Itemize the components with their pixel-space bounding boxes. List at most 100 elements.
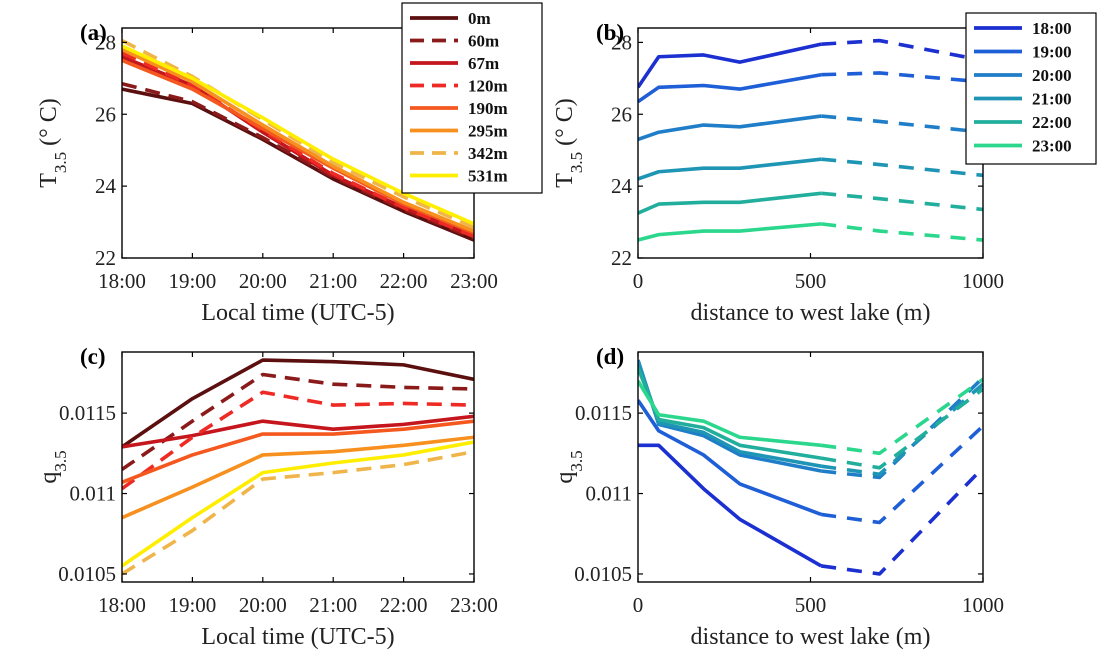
y-tick-label: 24 xyxy=(95,174,117,198)
legend-label: 21:00 xyxy=(1032,90,1072,109)
x-tick-label: 19:00 xyxy=(168,593,216,617)
y-tick-label: 22 xyxy=(95,246,116,270)
legend-label: 342m xyxy=(468,144,508,163)
x-tick-label: 0 xyxy=(633,269,644,293)
legend-label: 190m xyxy=(468,99,508,118)
panel-label: (b) xyxy=(596,20,624,45)
y-tick-label: 26 xyxy=(95,102,116,126)
y-axis-label: T3.5 (° C) xyxy=(36,98,70,188)
legend-label: 20:00 xyxy=(1032,66,1072,85)
panel-label: (c) xyxy=(80,344,106,369)
series-line-295m xyxy=(122,47,474,233)
series-line-120m xyxy=(122,390,474,491)
series-dashed-line-19:00 xyxy=(821,71,983,84)
series-group xyxy=(122,38,474,242)
y-tick-label: 28 xyxy=(611,30,632,54)
series-dashed-line-21:00 xyxy=(821,157,983,178)
series-line-67m xyxy=(122,414,474,449)
series-line-22:00 xyxy=(638,191,822,215)
x-tick-label: 0 xyxy=(633,593,644,617)
y-tick-label: 0.0105 xyxy=(574,562,632,586)
series-line-60m xyxy=(122,372,474,471)
y-axis-label: q3.5 xyxy=(552,450,586,483)
panel-c: 0.0105 0.011 0.0115 18:00 19:00 20:00 21:00 22:… xyxy=(36,344,498,650)
series-group xyxy=(638,38,983,242)
legend: 0m 60m 67m 120m 190m 295m 342m 531m xyxy=(401,2,543,194)
legend-label: 22:00 xyxy=(1032,113,1072,132)
legend-label: 0m xyxy=(468,9,491,28)
legend-label: 23:00 xyxy=(1032,137,1072,156)
panel-d: 0.0105 0.011 0.0115 0 500 1000 distance to wes… xyxy=(552,344,1004,650)
legend-label: 295m xyxy=(468,122,508,141)
y-axis-label: T3.5 (° C) xyxy=(552,98,586,188)
series-line-342m xyxy=(122,38,474,230)
series-dashed-line-22:00 xyxy=(821,191,983,212)
y-tick-label: 0.0105 xyxy=(58,562,116,586)
x-tick-label: 500 xyxy=(795,593,827,617)
x-tick-label: 23:00 xyxy=(450,593,498,617)
series-dashed-line-20:00 xyxy=(821,114,983,135)
x-tick-label: 1000 xyxy=(962,269,1004,293)
series-dashed-line-20:00 xyxy=(820,376,983,480)
y-tick-label: 28 xyxy=(95,30,116,54)
y-tick-label: 0.0115 xyxy=(575,401,632,425)
legend-label: 120m xyxy=(468,77,508,96)
legend-box xyxy=(965,12,1097,165)
x-tick-label: 18:00 xyxy=(98,269,146,293)
x-axis-label: distance to west lake (m) xyxy=(691,624,931,650)
panel-b: 22 24 26 28 0 500 1000 distance to west lake (m… xyxy=(552,12,1097,326)
x-tick-label: 22:00 xyxy=(380,269,428,293)
legend: 18:00 19:00 20:00 21:00 22:00 23:00 xyxy=(965,12,1097,165)
legend-label: 531m xyxy=(468,167,508,186)
series-dashed-line-19:00 xyxy=(820,424,983,525)
y-axis-label: q3.5 xyxy=(36,450,70,483)
axes-box xyxy=(121,351,475,583)
y-tick-label: 0.011 xyxy=(586,482,632,506)
series-dashed-line-22:00 xyxy=(820,387,983,470)
x-tick-label: 500 xyxy=(795,269,827,293)
series-line-23:00 xyxy=(638,222,822,242)
y-tick-label: 0.0115 xyxy=(59,401,116,425)
legend-label: 67m xyxy=(468,54,499,73)
series-line-18:00 xyxy=(638,443,823,568)
series-line-20:00 xyxy=(638,114,822,142)
series-line-19:00 xyxy=(638,399,822,517)
x-tick-label: 20:00 xyxy=(239,593,287,617)
series-line-190m xyxy=(122,419,474,484)
y-tick-label: 24 xyxy=(611,174,633,198)
series-line-342m xyxy=(122,449,474,576)
series-line-295m xyxy=(122,435,474,520)
y-tick-label: 0.011 xyxy=(70,482,116,506)
series-line-531m xyxy=(122,44,474,226)
series-dashed-line-23:00 xyxy=(820,222,983,242)
series-line-0m xyxy=(122,358,474,449)
series-line-18:00 xyxy=(638,42,822,89)
series-line-120m xyxy=(122,51,474,239)
x-tick-label: 18:00 xyxy=(98,593,146,617)
x-tick-label: 19:00 xyxy=(168,269,216,293)
series-line-23:00 xyxy=(638,380,822,448)
y-tick-label: 22 xyxy=(611,246,632,270)
series-line-19:00 xyxy=(638,72,822,104)
panel-label: (a) xyxy=(80,20,107,45)
legend-label: 18:00 xyxy=(1032,19,1072,38)
x-axis-label: Local time (UTC-5) xyxy=(201,300,394,326)
x-tick-label: 1000 xyxy=(962,593,1004,617)
legend-label: 60m xyxy=(468,32,499,51)
x-tick-label: 23:00 xyxy=(450,269,498,293)
series-dashed-line-23:00 xyxy=(820,377,983,456)
series-dashed-line-21:00 xyxy=(820,382,983,477)
series-group xyxy=(122,358,474,576)
panel-label: (d) xyxy=(596,344,624,369)
series-dashed-line-18:00 xyxy=(821,38,983,63)
series-group xyxy=(638,359,983,576)
y-tick-label: 26 xyxy=(611,102,632,126)
legend-box xyxy=(401,2,543,194)
series-line-531m xyxy=(122,440,474,568)
panel-a: 22 24 26 28 18:00 19:00 20:00 21:00 22:00 23:00 Lo… xyxy=(36,2,543,326)
x-axis-label: distance to west lake (m) xyxy=(691,300,931,326)
x-tick-label: 22:00 xyxy=(380,593,428,617)
legend-label: 19:00 xyxy=(1032,43,1072,62)
axes-box xyxy=(637,351,984,583)
